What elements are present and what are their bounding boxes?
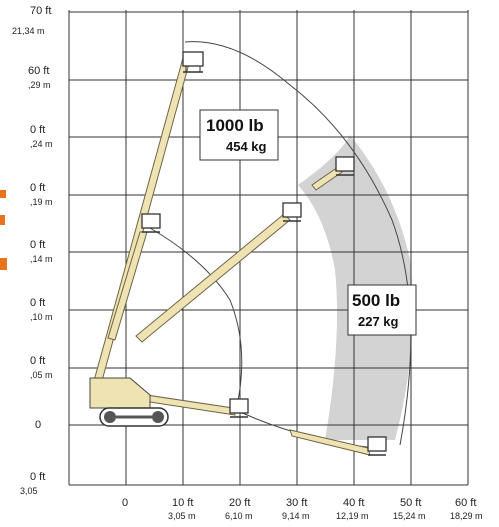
y-tick-0-m: 21,34 m <box>12 26 45 36</box>
inner-zone-weight-lb: 1000 lb <box>206 116 264 135</box>
basket-jib <box>141 213 161 233</box>
y-tick-2-m: ,24 m <box>30 139 53 149</box>
y-axis: 70 ft 21,34 m 60 ft ,29 m 0 ft ,24 m 0 f… <box>12 5 53 496</box>
y-tick-3-m: ,19 m <box>30 197 53 207</box>
outer-zone-weight-lb: 500 lb <box>352 291 400 310</box>
inner-zone-weight-kg: 454 kg <box>226 139 267 154</box>
y-tick-6-m: ,05 m <box>30 370 53 380</box>
x-tick-6-m: 18,29 m <box>450 511 483 521</box>
y-tick-3-ft: 0 ft <box>30 182 45 194</box>
y-tick-5-ft: 0 ft <box>30 297 45 309</box>
boom-mid <box>135 213 291 343</box>
x-tick-4-ft: 40 ft <box>343 497 364 509</box>
x-tick-3-m: 9,14 m <box>282 511 310 521</box>
inner-zone-label: 1000 lb 454 kg <box>199 109 279 161</box>
x-tick-4-m: 12,19 m <box>336 511 369 521</box>
basket-outer <box>335 156 355 176</box>
machine-base <box>89 377 169 427</box>
outer-zone-label: 500 lb 227 kg <box>347 284 417 336</box>
x-tick-0-ft: 0 <box>122 497 128 509</box>
y-tick-7-ft: 0 <box>35 419 41 431</box>
basket-top <box>182 51 204 73</box>
outer-zone-weight-kg: 227 kg <box>358 314 399 329</box>
x-tick-3-ft: 30 ft <box>286 497 307 509</box>
basket-mid <box>282 202 302 222</box>
x-axis: 0 10 ft 3,05 m 20 ft 6,10 m 30 ft 9,14 m… <box>122 497 483 521</box>
basket-below-grade <box>367 436 387 456</box>
y-tick-6-ft: 0 ft <box>30 355 45 367</box>
y-tick-4-ft: 0 ft <box>30 239 45 251</box>
boom-outer-upper <box>311 166 343 191</box>
x-tick-2-ft: 20 ft <box>229 497 250 509</box>
y-tick-8-ft: 0 ft <box>30 471 45 483</box>
x-tick-1-ft: 10 ft <box>172 497 193 509</box>
edge-mark-low <box>0 258 7 270</box>
boom-jib-lower <box>107 231 148 341</box>
x-tick-6-ft: 60 ft <box>455 497 476 509</box>
x-tick-1-m: 3,05 m <box>168 511 196 521</box>
x-tick-5-m: 15,24 m <box>393 511 426 521</box>
y-tick-5-m: ,10 m <box>30 312 53 322</box>
y-tick-4-m: ,14 m <box>30 254 53 264</box>
y-tick-2-ft: 0 ft <box>30 124 45 136</box>
basket-low <box>229 398 249 418</box>
y-tick-1-m: ,29 m <box>28 80 51 90</box>
y-tick-1-ft: 60 ft <box>28 65 49 77</box>
y-tick-8-m: 3,05 <box>20 486 38 496</box>
max-envelope-curve <box>184 41 412 446</box>
edge-mark-top <box>0 190 6 198</box>
y-tick-0-ft: 70 ft <box>30 5 51 17</box>
x-tick-5-ft: 50 ft <box>400 497 421 509</box>
edge-mark-mid <box>0 215 5 225</box>
x-tick-2-m: 6,10 m <box>225 511 253 521</box>
